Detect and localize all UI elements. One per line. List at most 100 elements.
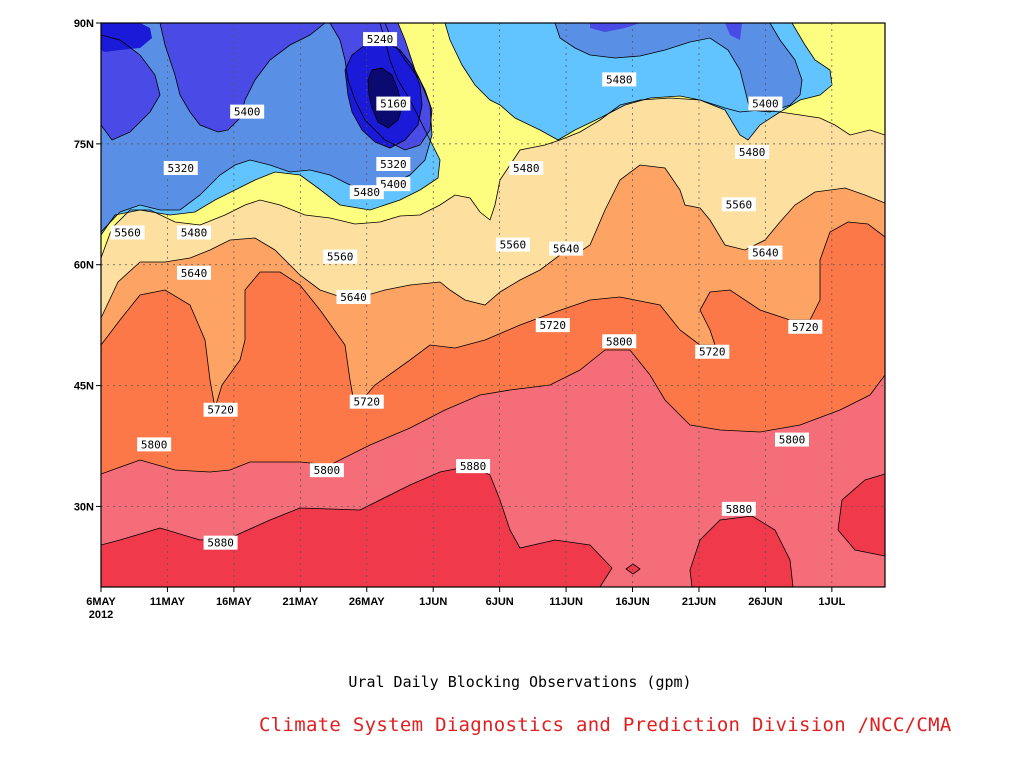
y-tick-label: 90N (74, 18, 94, 30)
contour-label-text: 5720 (699, 346, 726, 359)
contour-label-text: 5480 (739, 146, 766, 159)
gridlines (101, 23, 885, 587)
contour-line-5880-small (625, 563, 641, 575)
contour-label-text: 5640 (553, 243, 580, 256)
y-tick-label: 45N (74, 381, 94, 393)
contour-label: 5720 (535, 318, 570, 333)
x-tick-label: 1JUN (419, 596, 447, 608)
contour-label: 5800 (774, 432, 809, 447)
contour-line-5720 (101, 221, 885, 409)
contour-label: 5320 (376, 157, 411, 171)
x-year-label: 2012 (89, 609, 113, 621)
x-tick-label: 21MAY (282, 596, 318, 608)
contour-label: 5640 (549, 241, 584, 256)
fill-band-5160 (101, 23, 422, 148)
chart-caption: Ural Daily Blocking Observations (gpm) (348, 673, 692, 691)
contour-label: 5560 (110, 225, 145, 240)
x-axis: 6MAY 11MAY 16MAY 21MAY 26MAY 1JUN 6JUN 11JUN 16J… (86, 587, 846, 621)
contour-label-text: 5720 (792, 321, 819, 334)
contour-label-text: 5400 (234, 106, 261, 119)
contour-label: 5560 (721, 197, 756, 212)
contour-label: 5720 (788, 319, 823, 334)
contour-line-5400-b (554, 23, 803, 113)
contour-label-text: 5800 (141, 438, 168, 451)
contour-label-text: 5400 (752, 98, 779, 111)
contour-line-5800 (101, 349, 885, 475)
contour-label: 5480 (509, 161, 544, 176)
x-tick-label: 26JUN (748, 596, 782, 608)
contour-label: 5720 (349, 394, 384, 409)
contour-label: 5640 (336, 289, 371, 304)
contour-fills (101, 23, 885, 587)
y-tick-label: 60N (74, 260, 94, 272)
contour-label: 5400 (230, 104, 265, 119)
y-axis: 90N 75N 60N 45N 30N (74, 18, 101, 513)
contour-line-5320 (159, 23, 326, 133)
contour-line-5160 (367, 67, 403, 129)
contour-label: 5400 (376, 177, 411, 192)
x-tick-label: 11JUN (549, 596, 583, 608)
contour-label: 5800 (309, 463, 344, 478)
contour-label-text: 5480 (354, 186, 381, 199)
contour-label-text: 5640 (752, 247, 779, 260)
contour-label: 5160 (376, 96, 411, 111)
contour-label-text: 5320 (167, 162, 194, 175)
contour-label-text: 5800 (606, 335, 633, 348)
contour-label: 5560 (323, 249, 358, 264)
x-tick-label: 26MAY (349, 596, 385, 608)
contour-label: 5800 (137, 437, 172, 452)
x-tick-label: 21JUN (682, 596, 716, 608)
x-tick-label: 1JUL (818, 596, 845, 608)
contour-label: 5640 (748, 245, 783, 260)
x-tick-label: 16MAY (216, 596, 252, 608)
contour-label: 5480 (735, 144, 770, 159)
fill-band-5240 (101, 23, 742, 150)
contour-label-text: 5800 (314, 464, 341, 477)
contour-label-text: 5480 (606, 73, 633, 86)
contour-label: 5720 (203, 402, 238, 417)
contour-line-5880 (101, 465, 613, 587)
y-tick-label: 30N (74, 501, 94, 513)
x-tick-label: 6MAY (86, 596, 116, 608)
contour-label-text: 5560 (500, 239, 527, 252)
fill-band-5320 (101, 23, 802, 232)
credit-line: Climate System Diagnostics and Predictio… (259, 714, 952, 736)
contour-label-text: 5240 (367, 33, 394, 46)
plot-frame (100, 22, 886, 588)
contour-label-text: 5880 (460, 460, 487, 473)
contour-label: 5480 (177, 225, 212, 240)
contour-label-text: 5720 (354, 396, 381, 409)
contour-label-text: 5560 (114, 226, 141, 239)
contour-line-5400 (101, 23, 433, 233)
contour-label-text: 5320 (380, 158, 407, 171)
contour-label: 5880 (456, 459, 491, 474)
contour-label-text: 5720 (207, 404, 234, 417)
x-tick-label: 16JUN (615, 596, 649, 608)
contour-label-text: 5800 (779, 434, 806, 447)
contour-line-5480-b (444, 23, 833, 141)
contour-label-text: 5160 (380, 98, 407, 111)
contour-label-text: 5880 (207, 537, 234, 550)
contour-label: 5240 (363, 32, 398, 47)
contour-label: 5320 (163, 161, 198, 176)
contour-label: 5640 (177, 265, 212, 280)
contour-label-text: 5640 (340, 291, 367, 304)
contour-label: 5400 (748, 96, 783, 111)
contour-label: 5720 (695, 344, 730, 359)
contour-line-5320-b (101, 34, 161, 141)
contour-label: 5880 (721, 501, 756, 516)
contour-label-text: 5400 (380, 178, 407, 191)
contour-label: 5880 (203, 535, 238, 550)
contour-label: 5480 (349, 185, 384, 200)
y-tick-label: 75N (74, 139, 94, 151)
contour-line-5320-c (329, 23, 433, 151)
contour-label: 5560 (495, 237, 530, 252)
contour-label-text: 5480 (181, 226, 208, 239)
contour-label-text: 5720 (540, 319, 567, 332)
contour-label: 5480 (602, 72, 637, 87)
x-tick-label: 11MAY (150, 596, 186, 608)
contour-label-text: 5640 (181, 267, 208, 280)
x-tick-label: 6JUN (486, 596, 514, 608)
